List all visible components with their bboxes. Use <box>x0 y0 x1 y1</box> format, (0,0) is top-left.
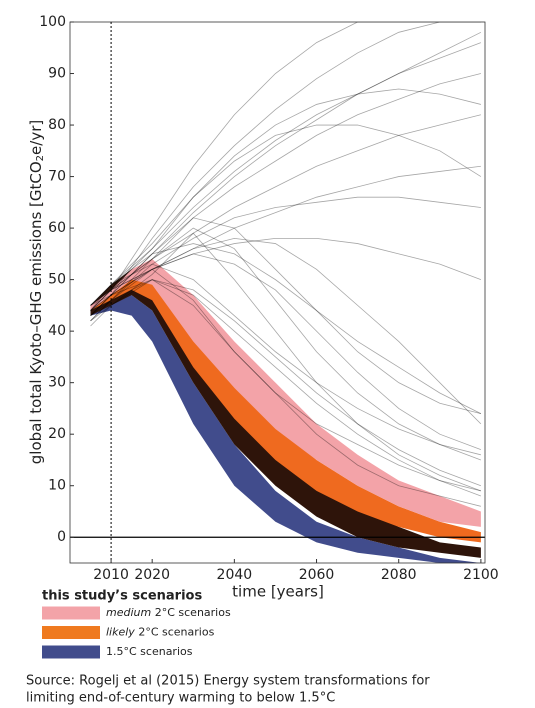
scenario-line <box>90 73 481 316</box>
y-tick-label: 50 <box>48 272 66 288</box>
legend-label: likely 2°C scenarios <box>106 626 215 639</box>
y-tick-label: 10 <box>48 478 66 494</box>
scenario-line <box>90 268 481 492</box>
source-line: limiting end-of-century warming to below… <box>26 691 335 706</box>
y-tick-label: 90 <box>48 66 66 82</box>
scenario-line <box>90 22 481 306</box>
y-axis-label: global total Kyoto–GHG emissions [GtCO2e… <box>27 120 47 465</box>
x-tick-label: 2060 <box>299 567 335 583</box>
y-tick-label: 0 <box>57 529 66 545</box>
scenario-line <box>90 237 482 425</box>
y-tick-label: 70 <box>48 169 66 185</box>
legend-swatch <box>42 606 100 620</box>
scenario-line <box>90 31 482 316</box>
scenario-line <box>90 165 481 306</box>
x-tick-label: 2080 <box>381 567 417 583</box>
y-tick-label: 60 <box>48 220 66 236</box>
legend-swatch <box>42 645 100 659</box>
y-tick-label: 100 <box>39 14 66 30</box>
scenario-line <box>90 243 482 414</box>
legend-label: medium 2°C scenarios <box>106 606 231 619</box>
y-tick-label: 30 <box>48 375 66 391</box>
legend-title: this study’s scenarios <box>42 589 202 604</box>
legend-swatch <box>42 626 100 639</box>
scenario-band <box>90 259 481 527</box>
scenario-line <box>90 279 481 507</box>
plot-area <box>70 22 485 563</box>
scenario-band <box>90 269 481 543</box>
y-label-part: e/yr] <box>27 120 45 155</box>
scenario-line <box>90 124 482 311</box>
scenario-line <box>90 232 482 492</box>
x-tick-label: 2020 <box>134 567 170 583</box>
legend-label-emph: likely <box>106 626 135 639</box>
x-tick-label: 2010 <box>93 567 129 583</box>
y-label-part: global total Kyoto–GHG emissions [GtCO <box>27 161 45 464</box>
scenario-line <box>90 253 482 451</box>
scenario-line <box>90 237 482 311</box>
scenario-line <box>90 114 481 311</box>
x-tick-label: 2100 <box>463 567 499 583</box>
plot-frame <box>69 21 486 564</box>
legend-label: 1.5°C scenarios <box>106 645 193 658</box>
scenario-line <box>90 279 482 497</box>
source-line: Source: Rogelj et al (2015) Energy syste… <box>26 674 430 689</box>
scenario-line <box>90 217 481 414</box>
scenario-band <box>90 295 481 563</box>
scenario-line <box>90 42 482 306</box>
legend-label-text: 2°C scenarios <box>135 626 215 639</box>
legend-label-text: 2°C scenarios <box>151 606 231 619</box>
scenario-line <box>90 227 482 461</box>
y-tick-label: 20 <box>48 426 66 442</box>
y-tick-label: 40 <box>48 323 66 339</box>
scenario-line <box>90 263 481 456</box>
x-tick-label: 2040 <box>217 567 253 583</box>
legend-label-emph: medium <box>106 606 151 619</box>
legend-label-text: 1.5°C scenarios <box>106 645 193 658</box>
scenario-line <box>90 88 481 306</box>
scenario-line <box>90 279 482 487</box>
y-tick-label: 80 <box>48 117 66 133</box>
scenario-line <box>90 22 481 311</box>
scenario-line <box>90 196 481 322</box>
y-label-sub: 2 <box>35 155 46 161</box>
x-axis-label: time [years] <box>232 583 324 601</box>
